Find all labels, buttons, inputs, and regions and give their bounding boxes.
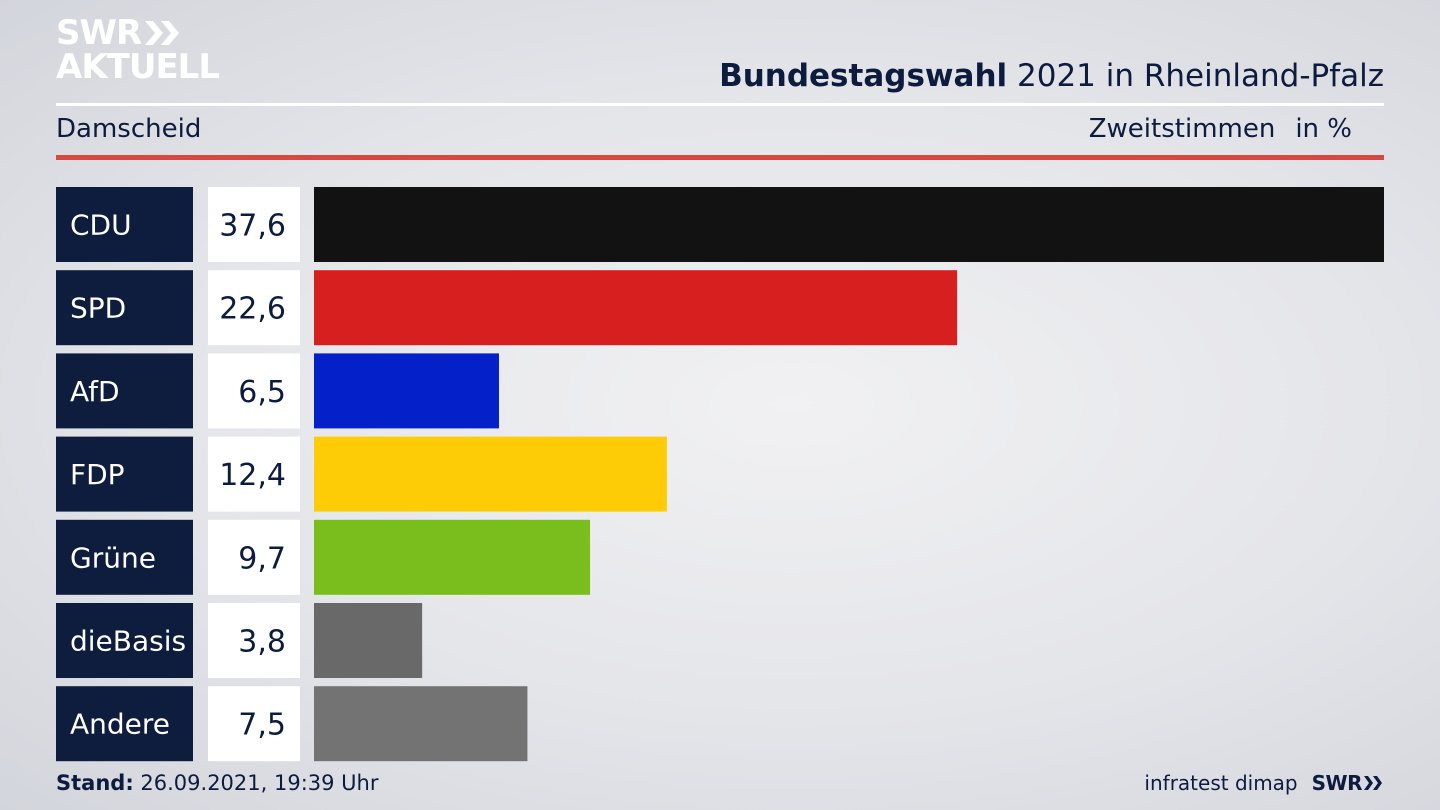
title-bold: Bundestagswahl <box>719 58 1008 94</box>
logo-swr-text: SWR <box>56 13 142 53</box>
logo-aktuell-text: AKTUELL <box>56 47 220 87</box>
value-box-diebasis <box>208 603 300 678</box>
swr-aktuell-logo: SWR AKTUELL <box>56 13 220 87</box>
party-label-box-fdp <box>56 436 193 512</box>
bar-fdp <box>314 436 667 512</box>
party-label-fdp: FDP <box>70 458 125 491</box>
bar-diebasis <box>314 603 423 678</box>
vote-type-label: Zweitstimmen <box>1088 114 1276 144</box>
double-chevron-icon <box>1364 776 1382 790</box>
party-label-box-afd <box>56 353 193 429</box>
bar-spd <box>314 270 958 346</box>
value-box-cdu <box>208 187 300 262</box>
party-label-box-gr-ne <box>56 519 193 595</box>
page-title: Bundestagswahl 2021 in Rheinland-Pfalz <box>719 58 1384 94</box>
value-box-spd <box>208 270 300 346</box>
party-label-box-andere <box>56 686 193 762</box>
party-label-andere: Andere <box>70 708 170 741</box>
accent-divider <box>56 155 1384 160</box>
value-label-cdu: 37,6 <box>219 209 286 244</box>
bar-gr-ne <box>314 519 591 595</box>
timestamp: Stand: 26.09.2021, 19:39 Uhr <box>56 771 379 795</box>
value-box-andere <box>208 686 300 762</box>
value-label-gr-ne: 9,7 <box>238 541 286 576</box>
party-label-box-spd <box>56 270 193 346</box>
party-label-cdu: CDU <box>70 209 132 242</box>
party-label-box-diebasis <box>56 603 193 678</box>
value-box-afd <box>208 353 300 429</box>
source-label: infratest dimap <box>1144 771 1298 795</box>
header-divider <box>56 103 1384 106</box>
stand-label: Stand: <box>56 771 134 795</box>
measure-label: Zweitstimmen in % <box>1089 114 1352 144</box>
value-label-andere: 7,5 <box>238 708 286 743</box>
footer-brand-text: SWR <box>1311 771 1363 795</box>
value-label-fdp: 12,4 <box>219 458 286 493</box>
footer-swr-logo: SWR <box>1312 771 1384 795</box>
double-chevron-icon <box>145 21 180 45</box>
party-label-afd: AfD <box>70 375 120 408</box>
bar-cdu <box>314 187 1384 262</box>
value-label-spd: 22,6 <box>219 292 286 327</box>
footer-source: infratest dimap SWR <box>1144 771 1384 795</box>
bar-afd <box>314 353 499 429</box>
party-label-diebasis: dieBasis <box>70 625 186 658</box>
location-label: Damscheid <box>56 114 202 144</box>
title-rest: 2021 in Rheinland-Pfalz <box>1007 58 1384 94</box>
value-label-afd: 6,5 <box>238 375 286 410</box>
party-label-box-cdu <box>56 187 193 262</box>
value-box-fdp <box>208 436 300 512</box>
value-label-diebasis: 3,8 <box>238 625 286 660</box>
party-label-gr-ne: Grüne <box>70 541 156 574</box>
stand-value: 26.09.2021, 19:39 Uhr <box>133 771 379 795</box>
unit-label: in % <box>1295 114 1352 144</box>
bar-andere <box>314 686 528 762</box>
value-box-gr-ne <box>208 519 300 595</box>
party-label-spd: SPD <box>70 292 126 325</box>
